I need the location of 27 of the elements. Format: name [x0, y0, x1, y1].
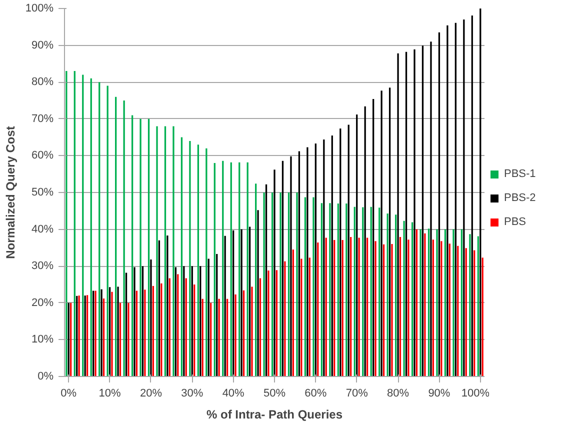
- y-tick-label: 80%: [31, 76, 54, 88]
- x-tick-label: 0%: [60, 388, 77, 400]
- x-tick-label: 100%: [461, 388, 490, 400]
- y-tick-label: 40%: [31, 223, 54, 236]
- x-tick-label: 40%: [222, 388, 245, 400]
- x-tick-label: 30%: [181, 388, 204, 400]
- x-tick-label: 80%: [387, 388, 410, 400]
- y-tick-label: 100%: [25, 2, 54, 14]
- x-tick-label: 60%: [304, 388, 327, 400]
- x-tick-label: 90%: [428, 388, 450, 400]
- y-axis-title: Normalized Query Cost: [3, 126, 18, 259]
- y-tick-label: 0%: [38, 370, 54, 382]
- y-tick-label: 50%: [31, 186, 54, 198]
- x-axis-title: % of Intra- Path Queries: [206, 408, 343, 422]
- legend-label: PBS-2: [504, 192, 536, 204]
- y-tick-label: 60%: [31, 150, 54, 162]
- x-tick-label: 10%: [98, 388, 122, 400]
- x-tick-label: 20%: [140, 388, 162, 400]
- x-tick-label: 50%: [263, 388, 286, 400]
- legend-label: PBS: [504, 216, 526, 228]
- y-tick-label: 20%: [31, 296, 54, 309]
- y-tick-label: 30%: [31, 260, 54, 272]
- x-tick-label: 70%: [346, 388, 368, 400]
- y-tick-label: 90%: [31, 39, 54, 52]
- y-tick-label: 70%: [31, 112, 54, 125]
- legend-label: PBS-1: [504, 168, 536, 180]
- y-tick-label: 10%: [31, 334, 54, 346]
